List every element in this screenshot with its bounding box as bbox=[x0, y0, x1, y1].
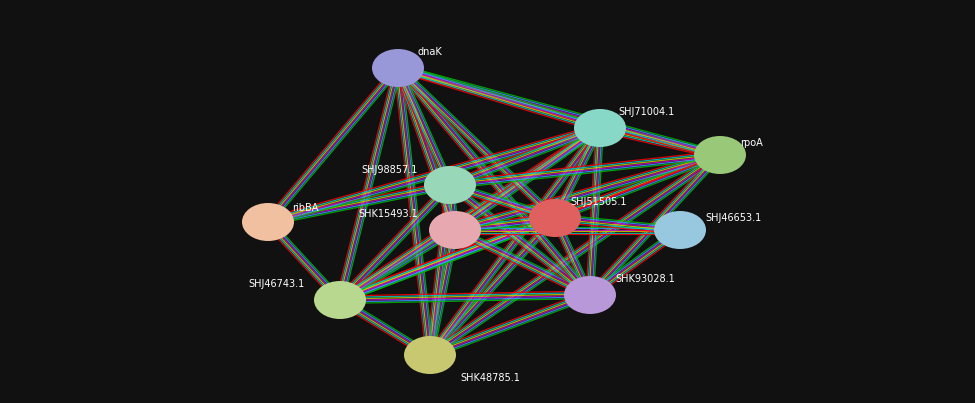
Ellipse shape bbox=[429, 211, 481, 249]
Text: rpoA: rpoA bbox=[740, 138, 762, 148]
Text: SHJ46743.1: SHJ46743.1 bbox=[249, 279, 305, 289]
Text: ribBA: ribBA bbox=[292, 203, 319, 213]
Ellipse shape bbox=[242, 203, 294, 241]
Ellipse shape bbox=[424, 166, 476, 204]
Text: SHK15493.1: SHK15493.1 bbox=[358, 209, 418, 219]
Text: SHJ98857.1: SHJ98857.1 bbox=[362, 165, 418, 175]
Text: SHK48785.1: SHK48785.1 bbox=[460, 373, 520, 383]
Text: SHJ46653.1: SHJ46653.1 bbox=[705, 213, 761, 223]
Ellipse shape bbox=[654, 211, 706, 249]
Ellipse shape bbox=[404, 336, 456, 374]
Ellipse shape bbox=[372, 49, 424, 87]
Text: dnaK: dnaK bbox=[418, 47, 443, 57]
Ellipse shape bbox=[564, 276, 616, 314]
Text: SHJ51505.1: SHJ51505.1 bbox=[570, 197, 627, 207]
Ellipse shape bbox=[574, 109, 626, 147]
Ellipse shape bbox=[529, 199, 581, 237]
Ellipse shape bbox=[694, 136, 746, 174]
Text: SHK93028.1: SHK93028.1 bbox=[615, 274, 675, 284]
Ellipse shape bbox=[314, 281, 366, 319]
Text: SHJ71004.1: SHJ71004.1 bbox=[618, 107, 675, 117]
